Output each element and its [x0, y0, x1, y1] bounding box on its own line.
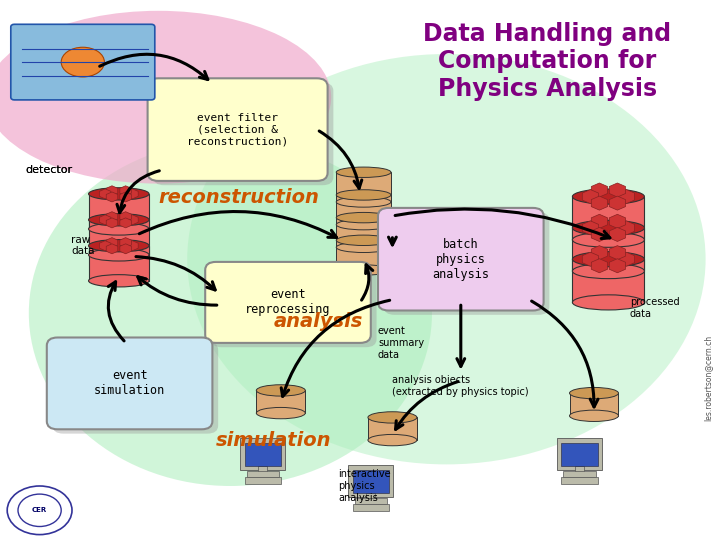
Ellipse shape — [29, 140, 432, 486]
Text: Data Handling and
Computation for
Physics Analysis: Data Handling and Computation for Physic… — [423, 22, 671, 101]
Text: batch
physics
analysis: batch physics analysis — [432, 238, 490, 281]
FancyBboxPatch shape — [11, 24, 155, 100]
Text: event filter
(selection &
reconstruction): event filter (selection & reconstruction… — [187, 113, 288, 146]
Ellipse shape — [89, 249, 149, 261]
Text: raw
data: raw data — [71, 235, 94, 256]
Bar — [353, 504, 389, 511]
Text: simulation: simulation — [216, 430, 331, 450]
Bar — [89, 220, 149, 255]
Ellipse shape — [89, 275, 149, 287]
Bar — [570, 393, 618, 416]
Bar — [562, 477, 598, 484]
FancyBboxPatch shape — [53, 342, 218, 434]
Bar — [336, 172, 391, 202]
Ellipse shape — [336, 219, 391, 230]
Text: les.robertson@cern.ch: les.robertson@cern.ch — [703, 335, 713, 421]
Text: analysis objects
(extracted by physics topic): analysis objects (extracted by physics t… — [392, 375, 529, 397]
Bar — [336, 240, 391, 270]
Ellipse shape — [572, 252, 644, 267]
Ellipse shape — [572, 295, 644, 310]
Text: analysis: analysis — [274, 312, 363, 331]
Bar — [245, 477, 281, 484]
Ellipse shape — [572, 189, 644, 204]
Bar — [336, 218, 391, 247]
Bar — [240, 438, 285, 470]
Ellipse shape — [89, 240, 149, 252]
FancyBboxPatch shape — [148, 78, 328, 181]
Text: processed
data: processed data — [630, 297, 680, 319]
Ellipse shape — [187, 54, 706, 464]
Ellipse shape — [368, 411, 417, 423]
Ellipse shape — [336, 212, 391, 223]
Bar — [245, 443, 281, 466]
FancyBboxPatch shape — [47, 338, 212, 429]
Ellipse shape — [336, 167, 391, 178]
Bar — [572, 259, 644, 302]
Ellipse shape — [256, 407, 305, 419]
Ellipse shape — [256, 384, 305, 396]
Ellipse shape — [336, 242, 391, 253]
Bar — [336, 195, 391, 225]
FancyBboxPatch shape — [211, 266, 377, 347]
Bar — [89, 194, 149, 229]
Ellipse shape — [572, 232, 644, 247]
Bar — [366, 493, 375, 500]
Ellipse shape — [570, 410, 618, 421]
Bar — [562, 443, 598, 466]
Bar — [258, 466, 267, 472]
Bar — [572, 197, 644, 240]
Ellipse shape — [61, 47, 104, 77]
Ellipse shape — [368, 434, 417, 446]
Text: reconstruction: reconstruction — [158, 187, 319, 207]
Ellipse shape — [336, 235, 391, 246]
Ellipse shape — [336, 265, 391, 275]
Bar — [564, 471, 596, 477]
FancyBboxPatch shape — [384, 212, 549, 315]
Text: CER: CER — [32, 507, 48, 514]
Bar — [89, 246, 149, 281]
Ellipse shape — [336, 190, 391, 200]
Ellipse shape — [570, 388, 618, 399]
Ellipse shape — [89, 223, 149, 235]
FancyBboxPatch shape — [153, 83, 333, 185]
FancyBboxPatch shape — [378, 208, 544, 310]
Text: interactive
physics
analysis: interactive physics analysis — [338, 469, 391, 503]
Bar — [246, 471, 279, 477]
Ellipse shape — [0, 11, 331, 184]
Text: detector: detector — [25, 165, 72, 175]
Ellipse shape — [572, 264, 644, 279]
Text: event
reprocessing: event reprocessing — [246, 288, 330, 316]
Bar — [355, 498, 387, 504]
Bar — [557, 438, 603, 470]
Bar — [348, 465, 394, 497]
Text: event
summary
data: event summary data — [378, 326, 424, 360]
Bar — [575, 466, 584, 472]
Ellipse shape — [89, 188, 149, 200]
Bar — [256, 390, 305, 413]
Circle shape — [7, 486, 72, 535]
FancyBboxPatch shape — [205, 262, 371, 343]
Ellipse shape — [89, 214, 149, 226]
Ellipse shape — [572, 220, 644, 235]
Bar — [572, 228, 644, 271]
Bar — [353, 470, 389, 493]
Bar — [368, 417, 417, 440]
Ellipse shape — [336, 197, 391, 207]
Text: detector: detector — [25, 165, 72, 175]
Text: event
simulation: event simulation — [94, 369, 165, 397]
